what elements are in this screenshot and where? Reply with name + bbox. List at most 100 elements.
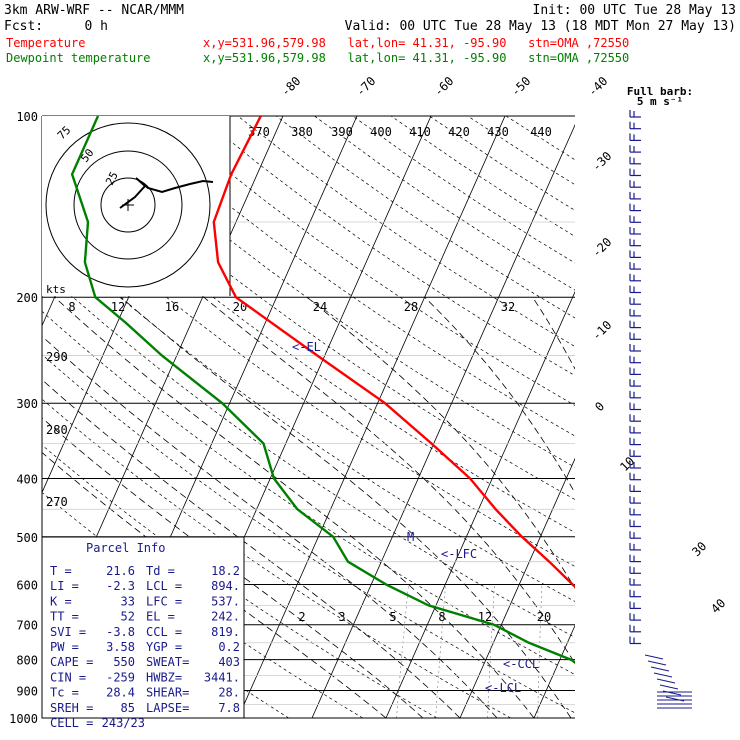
parcel-value-right: 18.2 — [211, 564, 240, 578]
parcel-value-left: -3.8 — [106, 625, 135, 639]
wind-barb — [653, 672, 673, 678]
parcel-label-right: SHEAR= — [146, 686, 189, 700]
dry-adiabat — [505, 116, 575, 161]
parcel-label-right: EL = — [146, 610, 175, 624]
dewpoint-line — [70, 116, 575, 664]
moist-adiabat — [42, 417, 424, 718]
theta-e-label: 410 — [409, 125, 431, 139]
parcel-info-panel: Parcel Info T = 21.6 Td = 18.2 LI = -2.3 LCL =… — [41, 536, 245, 730]
theta-label: 280 — [46, 423, 68, 437]
lfc-marker: <-LFC — [441, 547, 477, 561]
wind-barb — [650, 666, 670, 672]
legend-temperature-info: x,y=531.96,579.98 lat,lon= 41.31, -95.90… — [203, 36, 629, 50]
parcel-value-left: 21.6 — [106, 564, 135, 578]
barb-legend-line1: Full barb: — [627, 85, 693, 98]
mixing-ratio-label: 20 — [537, 610, 551, 624]
isotherm-label: -10 — [589, 318, 614, 343]
parcel-label-right: HWBZ= — [146, 670, 182, 684]
pressure-label-400: 400 — [16, 472, 38, 486]
mixing-ratio-label: 5 — [389, 610, 396, 624]
isotherm-line — [533, 624, 575, 718]
parcel-label-right: LFC = — [146, 594, 182, 608]
init-time: Init: 00 UTC Tue 28 May 13 — [533, 3, 737, 18]
ccl-marker: <-CCL — [503, 657, 539, 671]
hodograph: 25 50 75 kts — [42, 116, 231, 296]
mixing-ratio-line — [583, 584, 585, 718]
isotherm-line — [682, 116, 740, 718]
hodograph-ring-25 — [100, 177, 156, 233]
isotherm-label: -30 — [589, 149, 614, 174]
theta-e-label: 430 — [487, 125, 509, 139]
mixing-ratio-label: 12 — [111, 300, 125, 314]
parcel-info-title: Parcel Info — [86, 541, 165, 555]
parcel-value-left: 550 — [113, 655, 135, 669]
isotherm-label: -70 — [353, 74, 378, 99]
pressure-label-200: 200 — [16, 291, 38, 305]
mixing-ratio-label: 8 — [438, 610, 445, 624]
theta-e-label: 390 — [331, 125, 353, 139]
pressure-label-500: 500 — [16, 531, 38, 545]
isotherm-label: -20 — [589, 235, 614, 260]
fcst-value: 0 h — [85, 19, 108, 34]
theta-label: 270 — [46, 495, 68, 509]
dry-adiabat — [352, 116, 575, 264]
moist-adiabat — [203, 296, 575, 665]
parcel-label-left: LI = — [50, 579, 79, 593]
pressure-label-900: 900 — [16, 684, 38, 698]
moist-adiabat — [54, 296, 535, 718]
pressure-label-1000: 1000 — [9, 712, 38, 726]
parcel-marker: M — [407, 530, 414, 544]
dry-adiabat — [275, 116, 575, 319]
theta-e-label: 380 — [291, 125, 313, 139]
hodograph-trace — [119, 177, 214, 209]
isotherm-line — [311, 124, 575, 718]
pressure-label-700: 700 — [16, 619, 38, 633]
wind-barb — [647, 660, 667, 666]
legend-dewpoint-info: x,y=531.96,579.98 lat,lon= 41.31, -95.90… — [203, 51, 629, 65]
temperature-line — [212, 116, 575, 589]
isotherm-line — [385, 290, 575, 718]
pressure-tick-labels: 100 200 300 400 500 600 700 800 900 1000 — [9, 110, 38, 726]
isotherm-label: -80 — [278, 74, 303, 99]
parcel-value-right: 242. — [211, 610, 240, 624]
parcel-value-right: 537. — [211, 594, 240, 608]
isotherm-line — [608, 116, 740, 718]
fcst-label: Fcst: — [4, 19, 43, 34]
isotherm-line — [459, 457, 575, 718]
isotherm-label: -40 — [585, 74, 610, 99]
parcel-value-left: 28.4 — [106, 686, 135, 700]
el-marker: <-EL — [292, 340, 321, 354]
theta-e-label: 440 — [530, 125, 552, 139]
parcel-value-right: 403 — [218, 655, 240, 669]
parcel-label-left: CAPE = — [50, 655, 93, 669]
isotherm-label: -60 — [431, 74, 456, 99]
dry-adiabat — [467, 116, 575, 186]
pressure-label-600: 600 — [16, 578, 38, 592]
hodograph-label-25: 25 — [103, 170, 121, 188]
moist-adiabat — [424, 296, 575, 494]
valid-time: Valid: 00 UTC Tue 28 May 13 (18 MDT Mon … — [345, 19, 736, 34]
wind-barbs — [629, 110, 692, 709]
parcel-value-left: 52 — [121, 610, 135, 624]
pressure-label-800: 800 — [16, 654, 38, 668]
mixing-ratio-line — [641, 584, 643, 718]
parcel-value-right: 819. — [211, 625, 240, 639]
legend-dewpoint-name: Dewpoint temperature — [6, 51, 151, 65]
hodograph-background — [42, 116, 230, 296]
mixing-ratio-line — [487, 584, 495, 718]
mixing-ratio-line — [435, 584, 446, 718]
theta-e-label: 420 — [448, 125, 470, 139]
isotherm-label: 0 — [592, 399, 607, 414]
legend-temperature-name: Temperature — [6, 36, 85, 50]
parcel-label-left: T = — [50, 564, 72, 578]
isotherm-line — [237, 116, 506, 718]
parcel-label-right: Td = — [146, 564, 175, 578]
dry-adiabat — [429, 116, 575, 211]
parcel-label-right: SWEAT= — [146, 655, 189, 669]
isotherm-label: 40 — [708, 596, 728, 616]
mixing-ratio-label: 28 — [404, 300, 418, 314]
dry-adiabat — [199, 116, 575, 376]
hodograph-ring-75 — [45, 122, 211, 288]
barb-legend-line2: 5 m s⁻¹ — [637, 95, 683, 108]
hodograph-unit: kts — [46, 283, 66, 296]
